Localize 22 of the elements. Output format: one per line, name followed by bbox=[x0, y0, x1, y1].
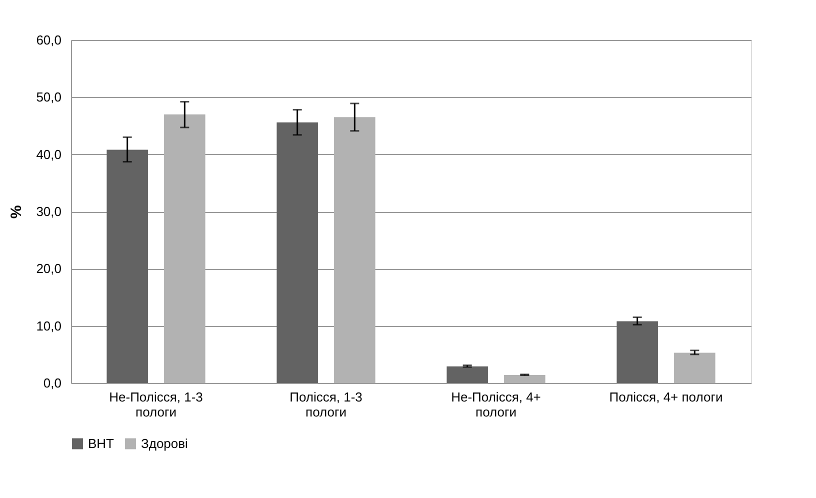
y-tick-label: 20,0 bbox=[36, 261, 62, 276]
y-tick-label: 60,0 bbox=[36, 32, 62, 48]
x-tick-label: Не-Полісся, 4+ пологи bbox=[451, 390, 541, 420]
bar bbox=[334, 117, 376, 383]
bar bbox=[164, 114, 206, 383]
y-tick-label: 30,0 bbox=[36, 204, 62, 219]
legend-label: Здорові bbox=[141, 436, 188, 451]
bar bbox=[504, 374, 546, 383]
x-tick-label: Полісся, 4+ пологи bbox=[609, 390, 723, 404]
y-tick-label: 40,0 bbox=[36, 146, 62, 162]
y-axis-title: % bbox=[8, 205, 26, 219]
bar bbox=[446, 366, 488, 383]
bar bbox=[674, 352, 716, 383]
y-tick-label: 10,0 bbox=[36, 318, 62, 334]
x-tick-label: Не-Полісся, 1-3 пологи bbox=[109, 390, 203, 420]
bar bbox=[106, 150, 148, 383]
x-tick-label: Полісся, 1-3 пологи bbox=[290, 390, 362, 420]
y-tick-label: 0,0 bbox=[43, 376, 62, 390]
legend-label: ВНТ bbox=[88, 436, 114, 451]
y-tick-label: 50,0 bbox=[36, 90, 62, 105]
bar bbox=[276, 122, 318, 383]
bar bbox=[616, 321, 658, 383]
